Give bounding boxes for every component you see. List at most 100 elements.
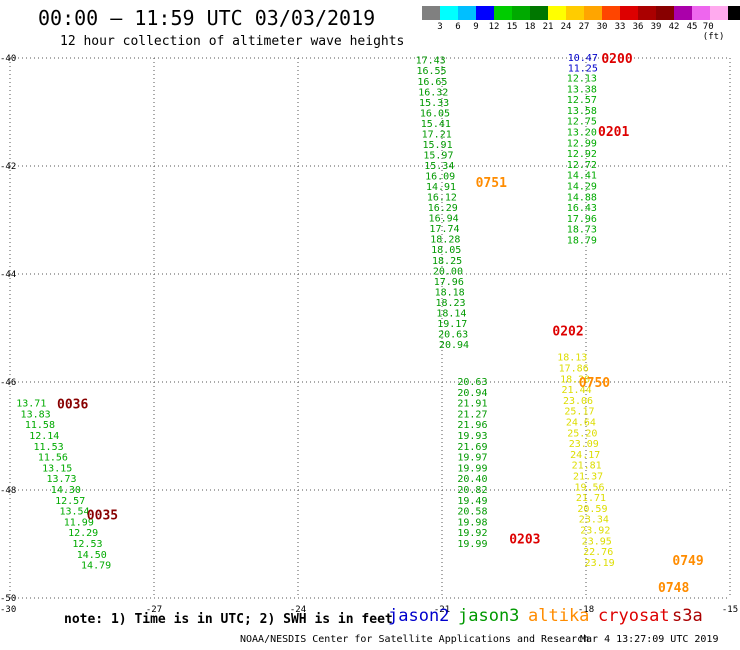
wave-height-value: 19.98	[457, 517, 487, 528]
legend-item-cryosat: cryosat	[598, 606, 670, 626]
color-scale-label: 9	[473, 22, 479, 32]
credit-text: NOAA/NESDIS Center for Satellite Applica…	[240, 634, 590, 645]
legend-item-altika: altika	[528, 606, 590, 626]
wave-height-value: 14.29	[567, 182, 597, 193]
y-tick-label: -46	[0, 378, 16, 388]
wave-height-value: 18.14	[436, 308, 466, 319]
wave-height-value: 24.17	[570, 450, 600, 461]
wave-height-value: 13.58	[567, 106, 597, 117]
wave-height-value: 12.53	[72, 539, 102, 550]
wave-height-value: 16.32	[418, 87, 448, 98]
page-title: 00:00 – 11:59 UTC 03/03/2019	[38, 6, 376, 30]
wave-height-value: 21.71	[576, 493, 606, 504]
wave-height-value: 15.33	[419, 98, 449, 109]
wave-height-value: 16.55	[416, 66, 446, 77]
wave-height-value: 21.81	[572, 461, 602, 472]
color-scale-label: 6	[455, 22, 461, 32]
wave-height-value: 11.56	[38, 453, 68, 464]
wave-height-value: 17.96	[434, 277, 464, 288]
wave-height-value: 14.30	[51, 485, 81, 496]
wave-height-value: 19.49	[457, 496, 487, 507]
color-scale-label: 30	[596, 22, 608, 32]
wave-height-value: 20.59	[577, 504, 607, 515]
page-subtitle: 12 hour collection of altimeter wave hei…	[60, 34, 405, 49]
x-tick-label: -18	[578, 605, 594, 615]
wave-height-value: 18.28	[430, 235, 460, 246]
pass-time-label: 0036	[57, 398, 88, 413]
wave-height-value: 20.63	[457, 377, 487, 388]
wave-height-value: 10.47	[568, 53, 598, 64]
wave-height-value: 16.94	[429, 214, 459, 225]
y-tick-label: -42	[0, 162, 16, 172]
legend-item-jason2: jason2	[388, 606, 450, 626]
wave-height-value: 13.15	[42, 463, 72, 474]
wave-height-value: 20.94	[439, 340, 469, 351]
color-scale-label: 24	[560, 22, 572, 32]
y-tick-label: -44	[0, 270, 16, 280]
wave-height-value: 18.23	[435, 298, 465, 309]
color-scale-label: 42	[668, 22, 680, 32]
wave-height-value: 18.20	[560, 374, 590, 385]
wave-height-value: 12.57	[567, 95, 597, 106]
wave-height-value: 20.00	[433, 266, 463, 277]
wave-height-value: 11.53	[34, 442, 64, 453]
wave-height-value: 13.54	[59, 507, 89, 518]
pass-time-label: 0202	[552, 325, 583, 340]
color-swatch	[476, 6, 494, 20]
y-tick-label: -40	[0, 54, 16, 64]
wave-height-value: 19.99	[457, 463, 487, 474]
wave-height-value: 18.18	[435, 287, 465, 298]
legend-item-jason3: jason3	[458, 606, 520, 626]
wave-height-value: 12.29	[68, 528, 98, 539]
wave-height-value: 15.91	[423, 140, 453, 151]
wave-height-value: 11.25	[568, 63, 598, 74]
wave-height-value: 16.29	[428, 203, 458, 214]
wave-height-value: 16.43	[567, 203, 597, 214]
y-tick-label: -50	[0, 594, 16, 604]
wave-height-value: 23.95	[582, 536, 612, 547]
wave-height-value: 20.82	[457, 485, 487, 496]
color-scale-label: 3	[437, 22, 443, 32]
wave-height-value: 17.43	[416, 56, 446, 67]
color-swatch	[494, 6, 512, 20]
wave-height-value: 21.96	[457, 420, 487, 431]
legend-item-s3a: s3a	[672, 606, 703, 626]
color-scale-label: 36	[632, 22, 644, 32]
wave-height-value: 15.97	[423, 150, 453, 161]
x-tick-label: -27	[146, 605, 162, 615]
wave-height-value: 18.79	[567, 236, 597, 247]
wave-height-value: 19.56	[574, 482, 604, 493]
color-swatch	[440, 6, 458, 20]
wave-height-value: 11.99	[64, 517, 94, 528]
wave-height-value: 14.79	[81, 561, 111, 572]
color-swatch	[566, 6, 584, 20]
pass-time-label: 0749	[672, 554, 703, 569]
wave-height-value: 21.27	[457, 409, 487, 420]
color-scale-label: 70 (ft)	[702, 22, 725, 42]
x-tick-label: -24	[290, 605, 306, 615]
wave-height-value: 19.93	[457, 431, 487, 442]
wave-height-value: 17.21	[422, 129, 452, 140]
wave-height-value: 12.75	[567, 117, 597, 128]
color-scale-label: 21	[542, 22, 554, 32]
wave-height-value: 17.86	[559, 364, 589, 375]
wave-height-value: 14.41	[567, 171, 597, 182]
wave-height-value: 14.88	[567, 192, 597, 203]
wave-height-value: 20.63	[438, 329, 468, 340]
wave-height-value: 20.94	[457, 388, 487, 399]
wave-height-value: 20.58	[457, 507, 487, 518]
note-text: note: 1) Time is in UTC; 2) SWH is in fe…	[64, 612, 393, 627]
wave-height-value: 23.09	[569, 439, 599, 450]
wave-height-value: 19.92	[457, 528, 487, 539]
wave-height-value: 12.14	[29, 431, 59, 442]
pass-time-label: 0751	[476, 176, 507, 191]
wave-height-value: 18.25	[432, 256, 462, 267]
color-scale-label: 45	[686, 22, 698, 32]
wave-height-value: 21.91	[457, 399, 487, 410]
wave-height-value: 14.91	[426, 182, 456, 193]
wave-height-value: 21.69	[457, 442, 487, 453]
wave-height-value: 13.71	[16, 399, 46, 410]
wave-height-value: 15.41	[421, 119, 451, 130]
wave-height-value: 23.19	[585, 558, 615, 569]
